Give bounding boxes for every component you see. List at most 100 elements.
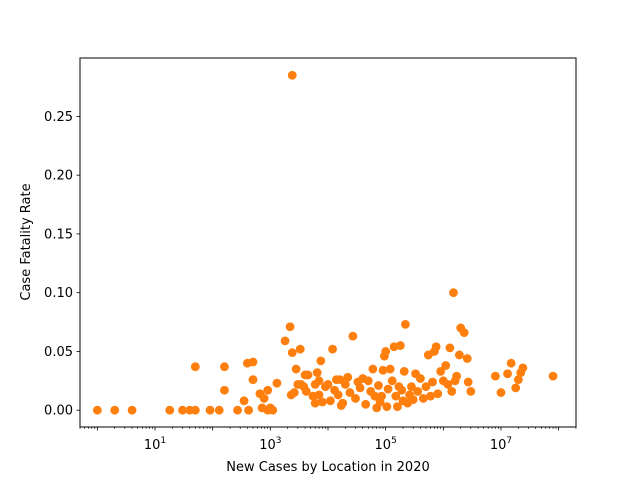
data-point (127, 405, 137, 415)
data-point (506, 358, 516, 368)
data-point (445, 343, 455, 353)
data-point (441, 361, 451, 370)
data-point (382, 402, 392, 412)
data-point (370, 391, 380, 401)
data-point (355, 383, 365, 393)
data-point (272, 378, 282, 388)
data-point (178, 405, 187, 415)
data-point (454, 350, 464, 360)
data-point (314, 376, 324, 386)
data-point (338, 398, 348, 408)
data-point (452, 371, 462, 381)
data-point (263, 385, 273, 395)
data-point (418, 394, 428, 403)
data-point (399, 367, 409, 376)
data-point (397, 385, 407, 395)
data-point (428, 377, 437, 387)
data-point (345, 388, 355, 397)
data-point (348, 331, 358, 341)
y-tick-label: 0.10 (44, 286, 73, 301)
data-point (449, 288, 458, 298)
data-point (426, 391, 435, 401)
y-tick-label: 0.15 (44, 227, 73, 242)
y-tick-label: 0.25 (44, 110, 73, 125)
y-tick-label: 0.05 (44, 345, 73, 360)
x-tick-label: 107 (490, 436, 512, 453)
data-point (287, 348, 297, 358)
data-point (361, 399, 371, 409)
data-point (190, 405, 200, 415)
data-point (443, 379, 453, 389)
x-tick-label: 103 (259, 436, 281, 453)
data-point (214, 405, 224, 415)
data-point (433, 389, 443, 399)
data-point (255, 389, 265, 399)
data-point (301, 386, 311, 396)
data-point (391, 391, 401, 401)
data-point (265, 403, 275, 413)
data-point (351, 394, 360, 403)
data-point (431, 342, 441, 352)
data-point (401, 320, 410, 329)
data-point (287, 70, 297, 80)
data-point (447, 386, 457, 396)
data-point (110, 405, 120, 415)
data-point (239, 396, 249, 406)
data-point (377, 391, 386, 401)
data-point (413, 386, 423, 396)
data-point (220, 362, 229, 372)
data-point (220, 385, 229, 395)
data-point (285, 322, 295, 332)
data-point (303, 370, 313, 380)
data-point (415, 374, 425, 383)
data-point (280, 336, 290, 346)
data-point (312, 368, 322, 377)
data-point (318, 397, 327, 407)
data-point (244, 405, 254, 415)
data-point (343, 372, 353, 382)
data-point (462, 354, 472, 363)
data-point (407, 382, 416, 392)
data-point (436, 367, 446, 376)
data-point (310, 398, 320, 408)
data-points (92, 70, 558, 415)
data-point (257, 403, 267, 413)
data-point (393, 402, 402, 412)
data-point (381, 347, 391, 356)
data-point (383, 384, 393, 394)
data-point (385, 364, 395, 374)
data-point (325, 396, 335, 406)
data-point (466, 386, 476, 396)
data-point (323, 379, 333, 389)
data-point (92, 405, 102, 415)
data-point (395, 341, 405, 350)
data-point (368, 364, 378, 374)
data-point (233, 405, 242, 415)
data-point (463, 377, 473, 387)
data-point (248, 375, 258, 385)
data-point (289, 388, 299, 397)
x-axis-ticks: 101 103 105 107 (79, 427, 577, 453)
data-point (513, 375, 523, 385)
data-point (248, 357, 258, 367)
data-point (295, 344, 305, 354)
y-axis-ticks: 0.00 0.05 0.10 0.15 0.20 0.25 (44, 110, 80, 419)
data-point (340, 379, 350, 389)
data-point (490, 371, 500, 381)
data-point (459, 328, 469, 338)
data-point (387, 376, 397, 386)
data-point (496, 388, 506, 397)
data-point (165, 405, 175, 415)
data-point (333, 390, 343, 400)
y-tick-label: 0.20 (44, 169, 73, 184)
data-point (378, 365, 388, 375)
data-point (511, 383, 521, 393)
y-axis-label: Case Fatality Rate (19, 183, 34, 300)
data-point (316, 356, 326, 366)
data-point (421, 382, 431, 392)
x-axis-label: New Cases by Location in 2020 (226, 460, 429, 475)
x-tick-label: 105 (375, 436, 397, 453)
data-point (296, 379, 306, 389)
